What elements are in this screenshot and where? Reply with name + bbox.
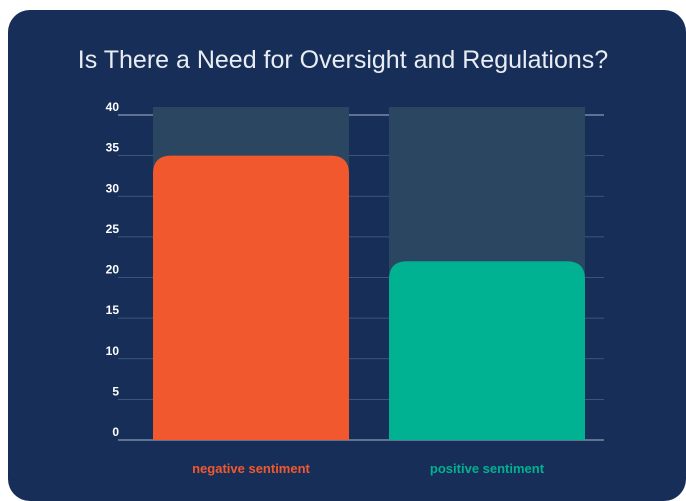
bar-positive-sentiment: [389, 261, 585, 440]
y-tick-label-15: 15: [106, 303, 120, 317]
bar-negative-sentiment: [153, 155, 349, 440]
x-category-label-2: positive sentiment: [430, 461, 545, 476]
x-category-label-1: negative sentiment: [192, 461, 310, 476]
y-tick-label-35: 35: [106, 141, 120, 155]
chart-title: Is There a Need for Oversight and Regula…: [77, 46, 609, 74]
y-tick-label-20: 20: [106, 263, 120, 277]
bars: [153, 155, 585, 440]
y-tick-label-30: 30: [106, 181, 120, 195]
y-tick-label-10: 10: [106, 344, 120, 358]
x-axis-labels: negative sentiment positive sentiment: [192, 461, 545, 476]
y-tick-label-40: 40: [106, 100, 120, 114]
y-tick-label-5: 5: [112, 384, 119, 398]
y-axis-ticks: 0 5 10 15 20 25 30 35 40: [106, 100, 120, 439]
y-tick-label-25: 25: [106, 222, 120, 236]
y-tick-label-0: 0: [112, 425, 119, 439]
